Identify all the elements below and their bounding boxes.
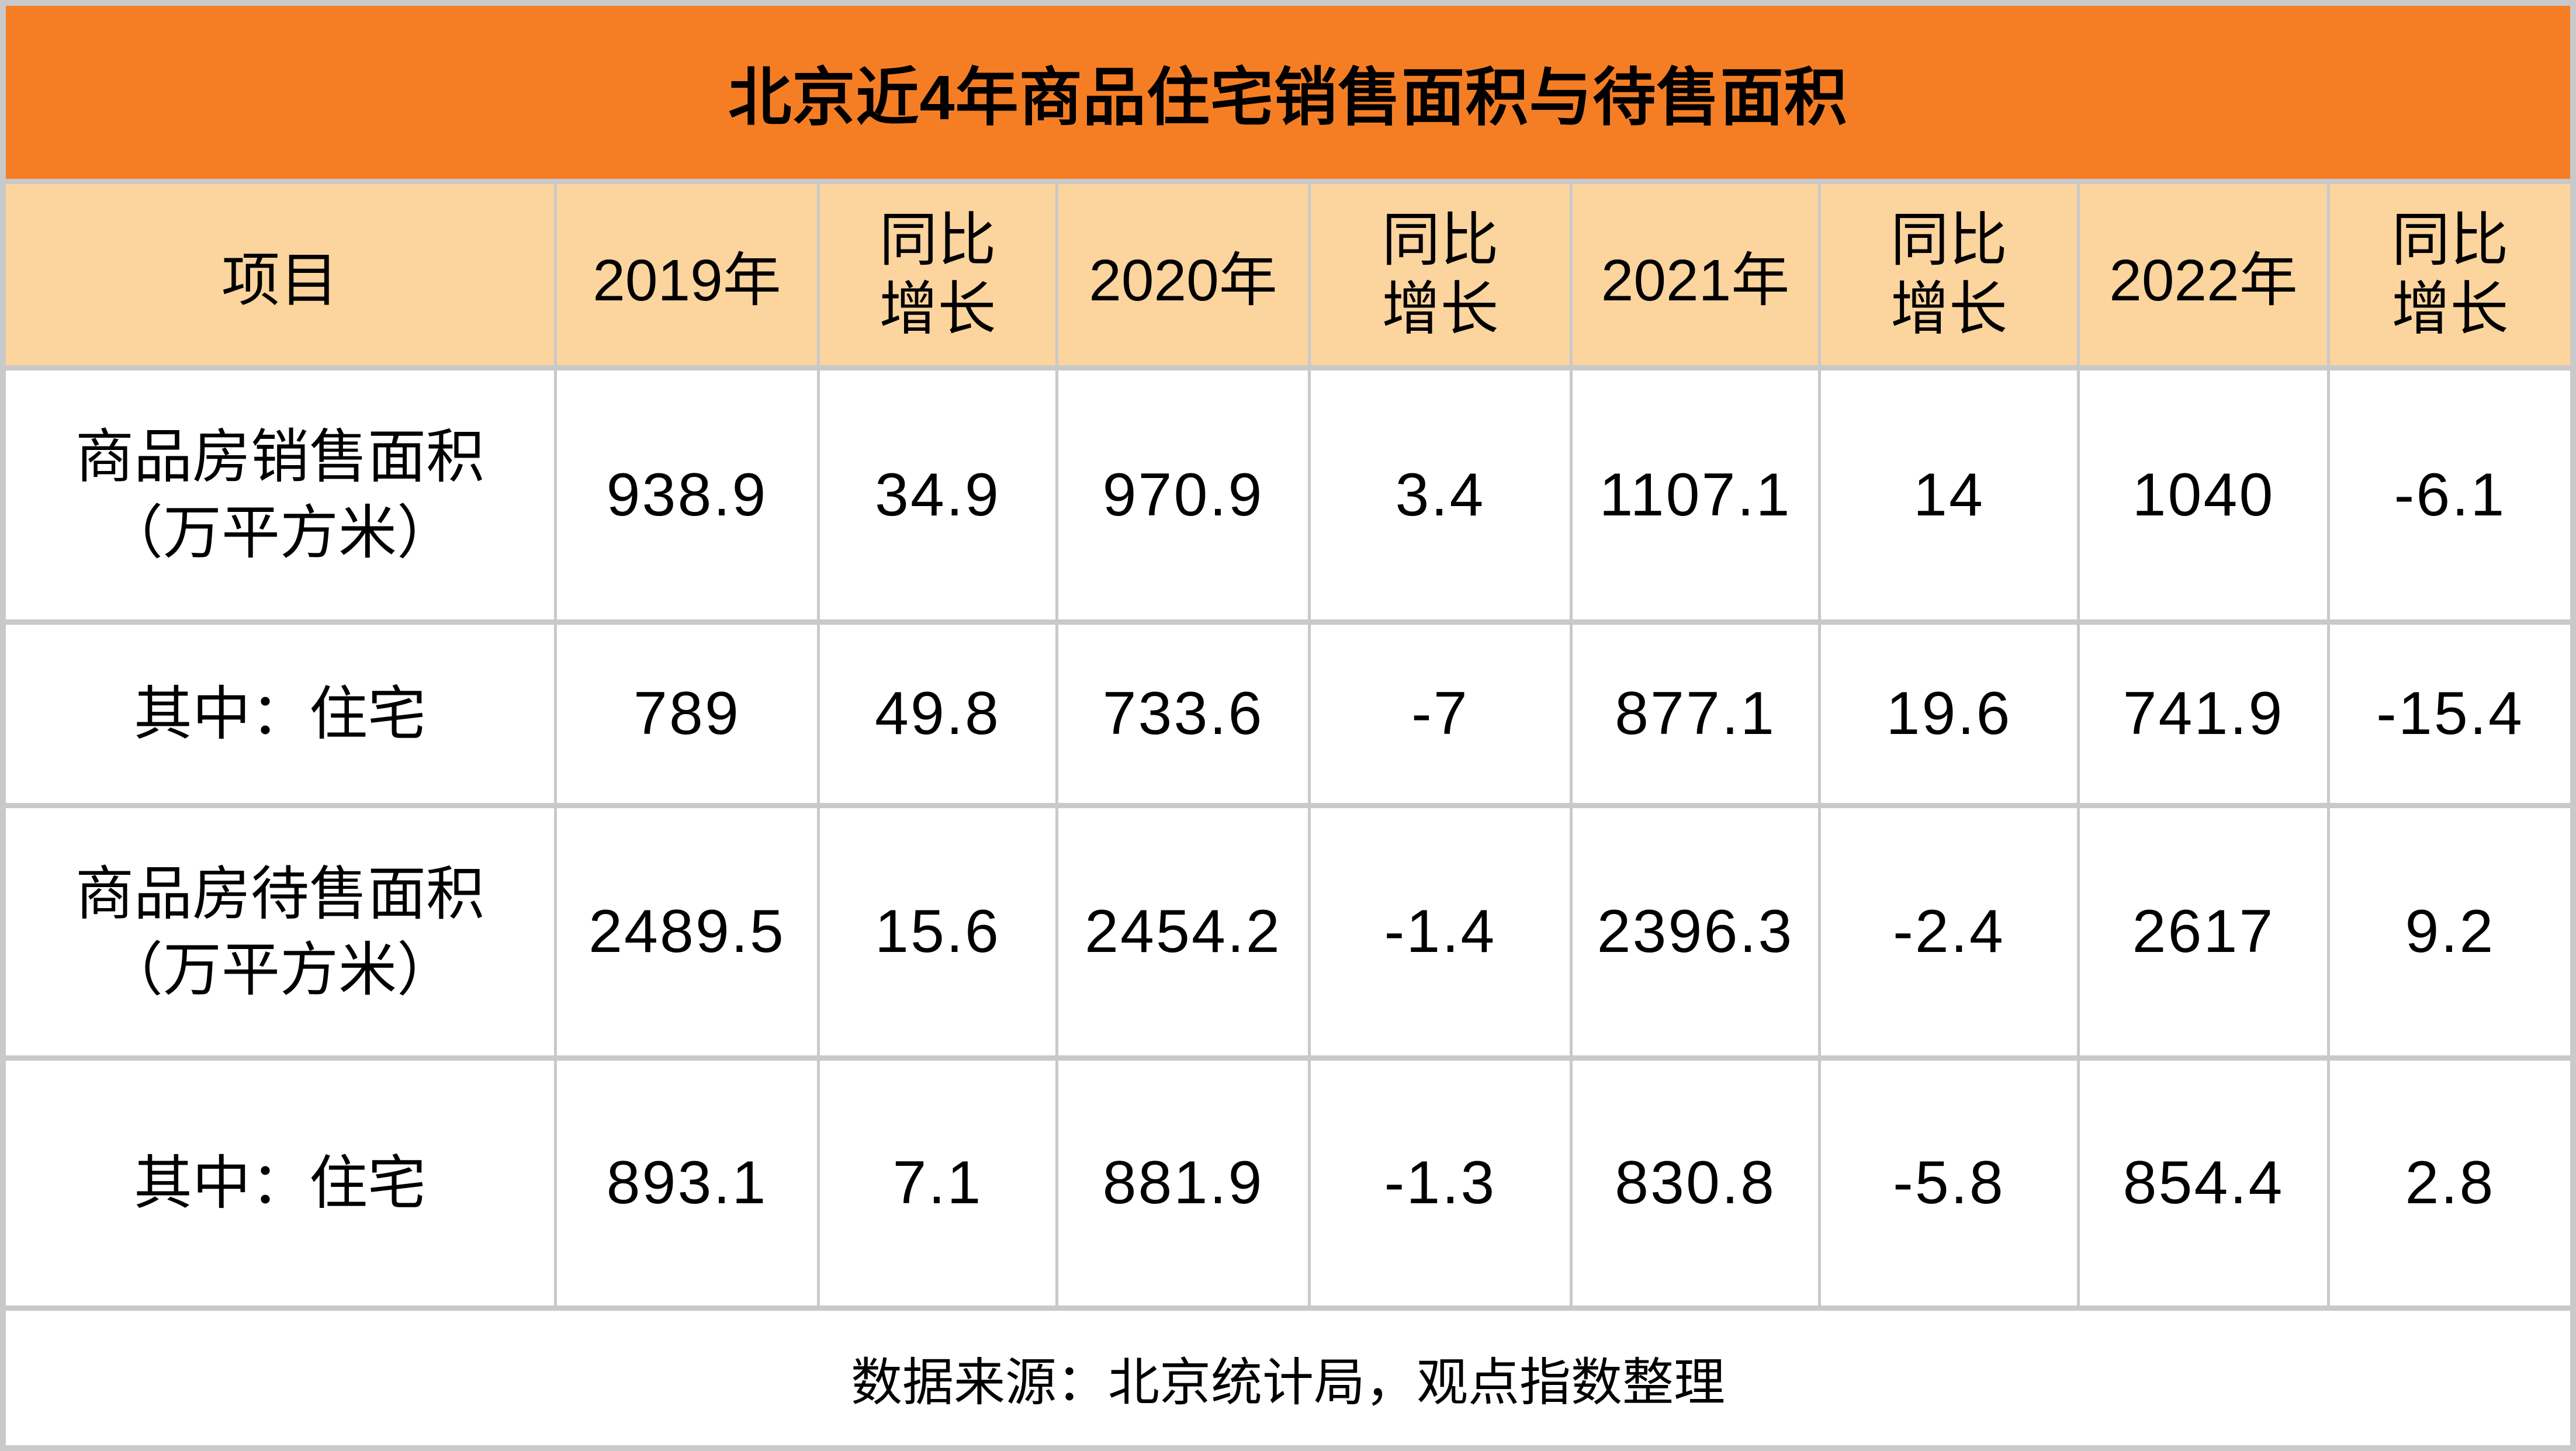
source-note-row: 数据来源：北京统计局，观点指数整理: [6, 1311, 2570, 1445]
col-header-yoy-2022: 同比增长: [2330, 184, 2570, 365]
row-label-line1: 商品房销售面积: [75, 424, 484, 490]
cell-r3-2019: 893.1: [557, 1061, 817, 1305]
row-label-forsale-area: 商品房待售面积 （万平方米）: [6, 808, 554, 1055]
cell-r2-2019: 2489.5: [557, 808, 817, 1055]
cell-r0-2021: 1107.1: [1573, 370, 1818, 619]
cell-r0-yoy-2021: 14: [1821, 370, 2077, 619]
cell-r0-yoy-2022: -6.1: [2330, 370, 2570, 619]
cell-r1-2020: 733.6: [1058, 625, 1308, 803]
col-header-2020: 2020年: [1058, 184, 1308, 365]
col-header-yoy-2020: 同比增长: [1311, 184, 1570, 365]
cell-r1-2022: 741.9: [2080, 625, 2327, 803]
cell-r3-2021: 830.8: [1573, 1061, 1818, 1305]
cell-r3-yoy-2021: -5.8: [1821, 1061, 2077, 1305]
col-header-yoy-2021: 同比增长: [1821, 184, 2077, 365]
cell-r2-yoy-2022: 9.2: [2330, 808, 2570, 1055]
cell-r3-yoy-2020: -1.3: [1311, 1061, 1570, 1305]
cell-r0-yoy-2020: 3.4: [1311, 370, 1570, 619]
cell-r3-2022: 854.4: [2080, 1061, 2327, 1305]
cell-r1-2019: 789: [557, 625, 817, 803]
row-label-line2: （万平方米）: [105, 937, 455, 1003]
cell-r0-2019: 938.9: [557, 370, 817, 619]
cell-r1-yoy-2022: -15.4: [2330, 625, 2570, 803]
cell-r3-yoy-2022: 2.8: [2330, 1061, 2570, 1305]
row-label-line1: 商品房待售面积: [75, 861, 484, 927]
cell-r2-yoy-2020: -1.4: [1311, 808, 1570, 1055]
col-header-project: 项目: [6, 184, 554, 365]
source-note: 数据来源：北京统计局，观点指数整理: [850, 1353, 1725, 1411]
cell-r2-2021: 2396.3: [1573, 808, 1818, 1055]
row-label-sales-area: 商品房销售面积 （万平方米）: [6, 370, 554, 619]
cell-r2-2020: 2454.2: [1058, 808, 1308, 1055]
row-label-line2: （万平方米）: [105, 500, 455, 566]
row-label-forsale-residential: 其中：住宅: [6, 1061, 554, 1305]
cell-r1-yoy-2019: 49.8: [820, 625, 1055, 803]
cell-r0-2022: 1040: [2080, 370, 2327, 619]
cell-r1-yoy-2021: 19.6: [1821, 625, 2077, 803]
col-header-2019: 2019年: [557, 184, 817, 365]
cell-r1-yoy-2020: -7: [1311, 625, 1570, 803]
table-title-banner: 北京近4年商品住宅销售面积与待售面积: [6, 6, 2570, 179]
table-title: 北京近4年商品住宅销售面积与待售面积: [728, 62, 1848, 133]
col-header-yoy-2019: 同比增长: [820, 184, 1055, 365]
cell-r3-2020: 881.9: [1058, 1061, 1308, 1305]
cell-r0-yoy-2019: 34.9: [820, 370, 1055, 619]
col-header-2021: 2021年: [1573, 184, 1818, 365]
cell-r0-2020: 970.9: [1058, 370, 1308, 619]
cell-r1-2021: 877.1: [1573, 625, 1818, 803]
col-header-2022: 2022年: [2080, 184, 2327, 365]
cell-r3-yoy-2019: 7.1: [820, 1061, 1055, 1305]
cell-r2-yoy-2019: 15.6: [820, 808, 1055, 1055]
row-label-sales-residential: 其中：住宅: [6, 625, 554, 803]
cell-r2-yoy-2021: -2.4: [1821, 808, 2077, 1055]
cell-r2-2022: 2617: [2080, 808, 2327, 1055]
